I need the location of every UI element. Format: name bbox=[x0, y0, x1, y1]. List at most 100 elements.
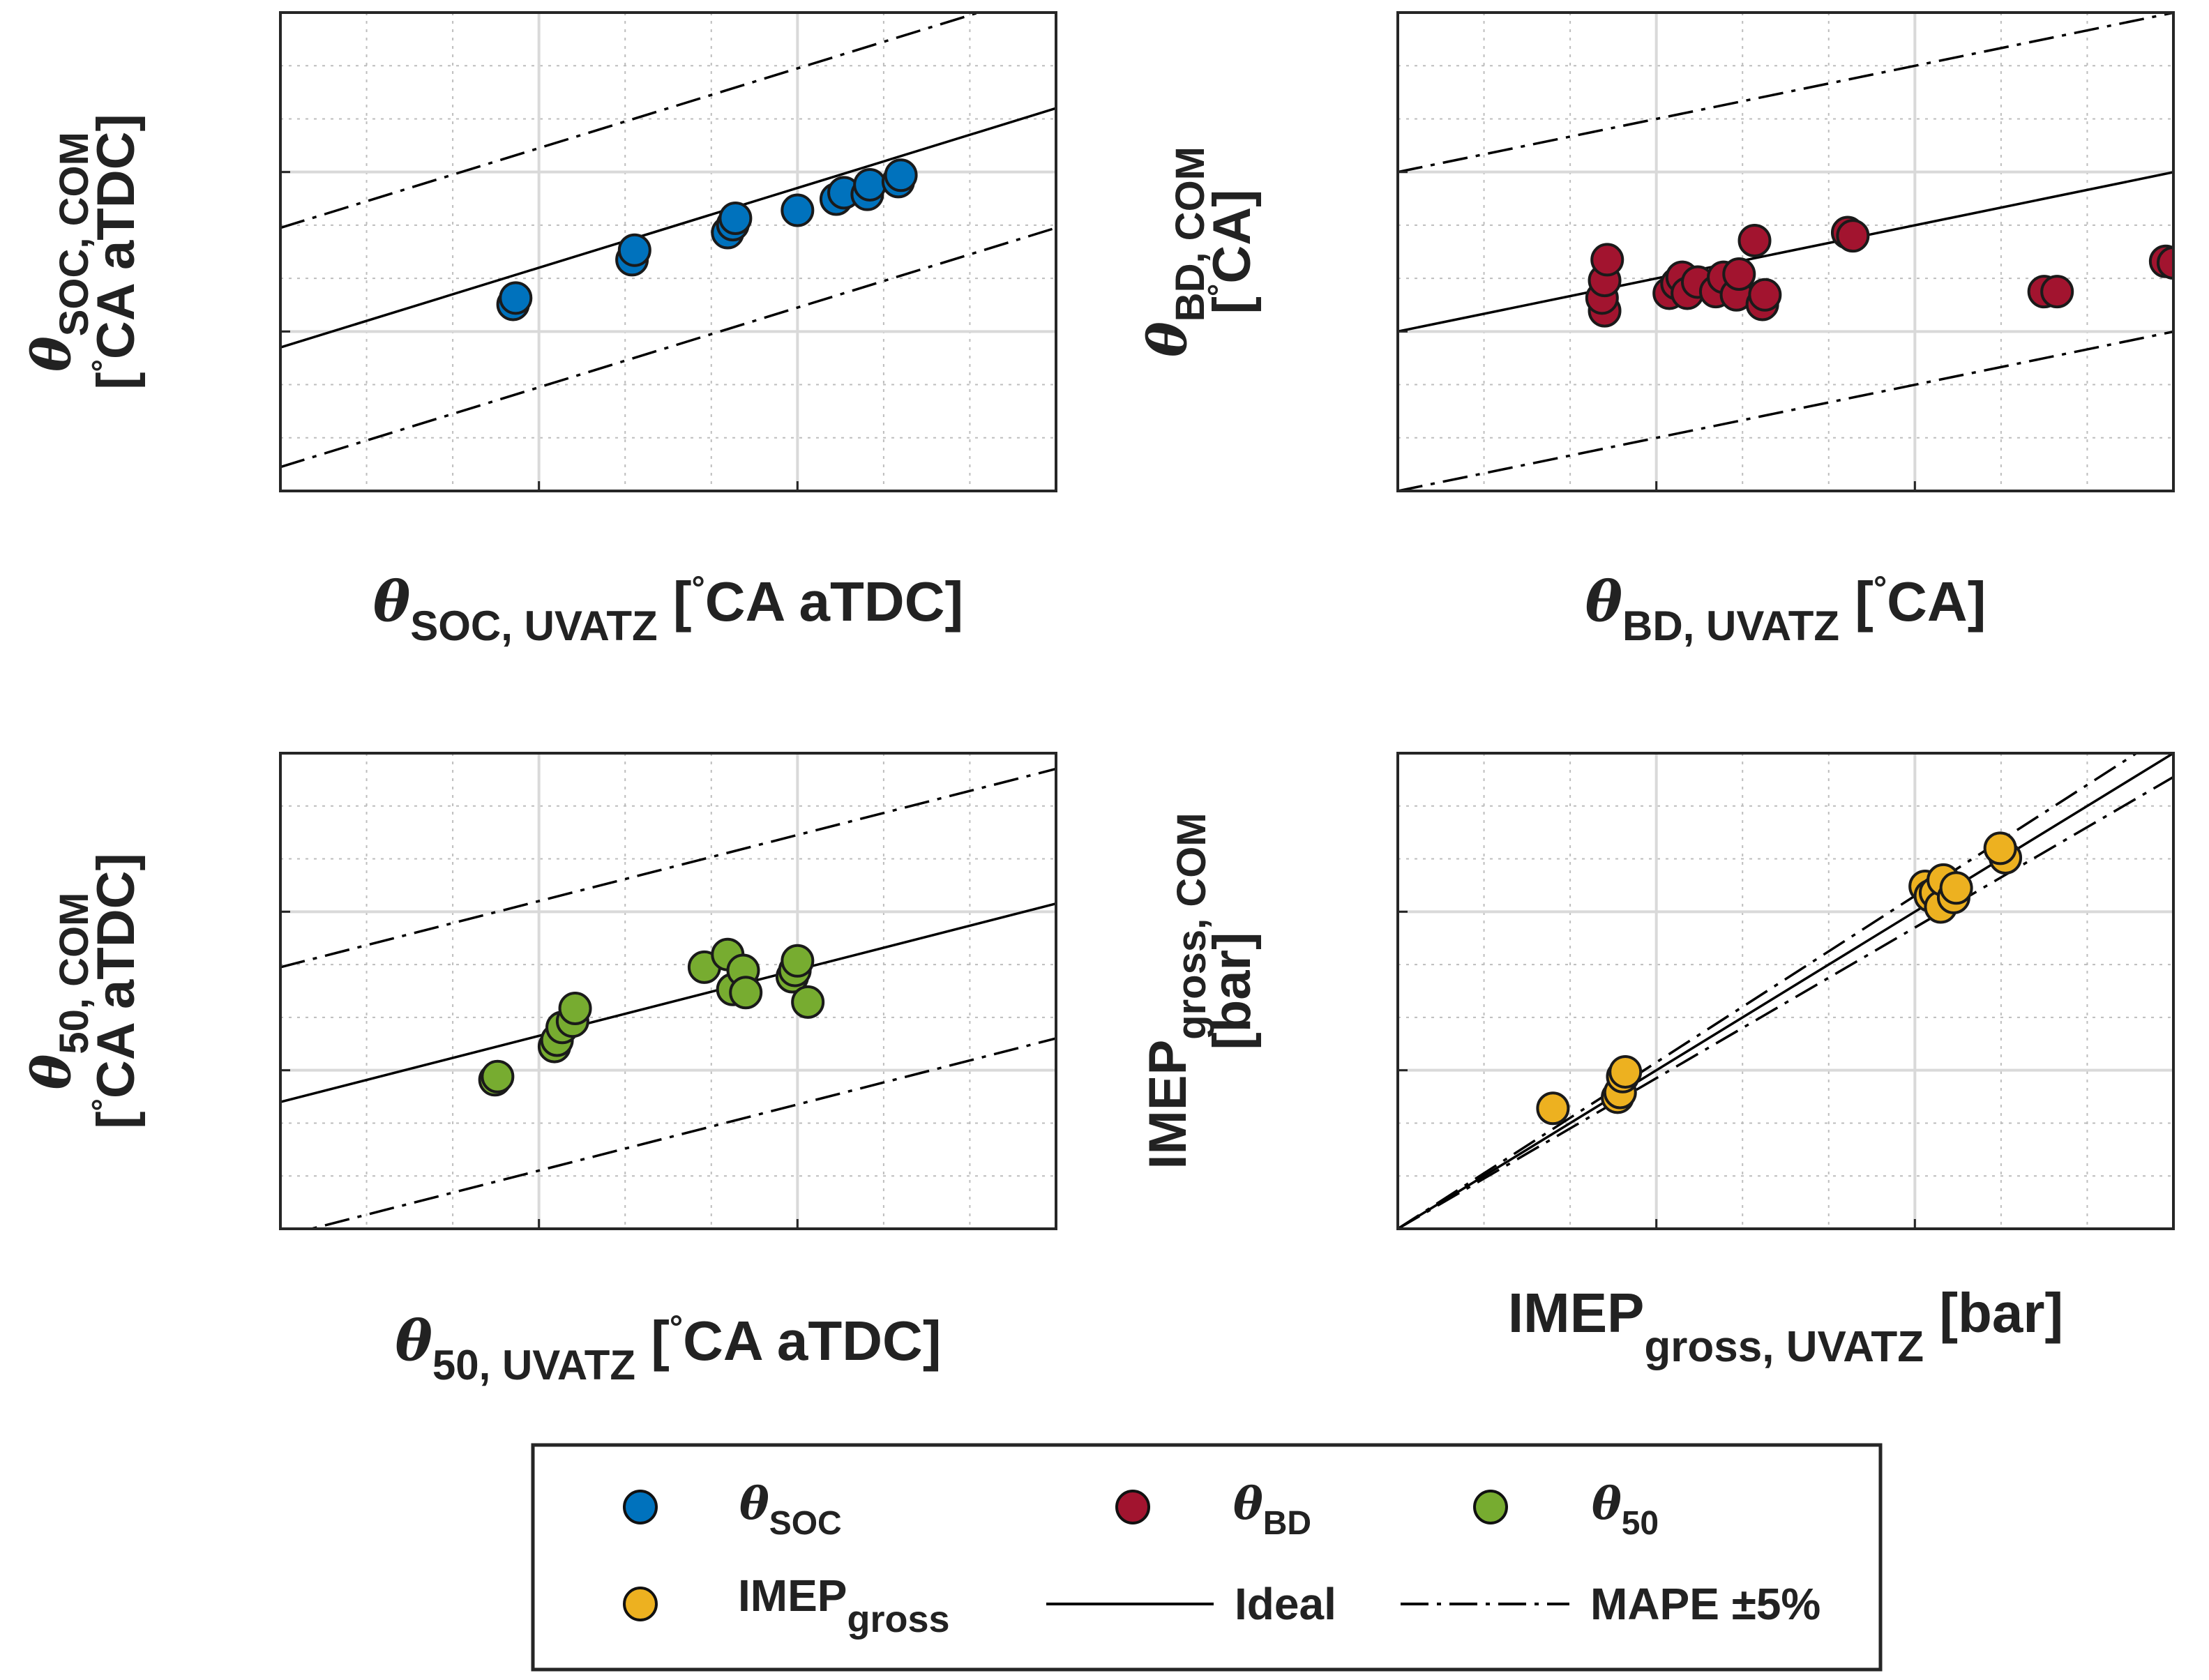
axes-frame bbox=[279, 11, 1057, 492]
legend-label-soc-subscript: SOC bbox=[769, 1505, 842, 1542]
legend-label-imep-subscript: gross bbox=[847, 1598, 949, 1640]
x-axis-label-symbol: θ bbox=[1585, 568, 1623, 634]
legend-label-p50: θ50 bbox=[1592, 1478, 1659, 1542]
legend-box bbox=[531, 1443, 1883, 1672]
x-axis-label-subscript: BD, UVATZ bbox=[1622, 603, 1839, 649]
chart-panel-imep: IMEPgross, UVATZ [bar]IMEPgross, COM[bar… bbox=[1138, 752, 2175, 1371]
legend-entry-imep: IMEPgross bbox=[623, 1571, 950, 1640]
axes-frame bbox=[1396, 11, 2175, 492]
data-point bbox=[781, 193, 815, 227]
y-axis-label-degree: ° bbox=[1201, 284, 1237, 296]
data-point bbox=[617, 233, 651, 267]
y-axis-label-symbol: θ bbox=[20, 1054, 82, 1089]
legend-entry-bd: θBD bbox=[1115, 1478, 1311, 1542]
reference-lines bbox=[280, 13, 1056, 469]
x-axis-label-unit: [bar] bbox=[1924, 1282, 2063, 1344]
reference-lines bbox=[280, 767, 1056, 1229]
x-axis-label-unit-open: [ bbox=[635, 1310, 670, 1372]
data-point bbox=[1939, 871, 1973, 905]
x-axis-label: θ50, UVATZ [°CA aTDC] bbox=[395, 1308, 942, 1388]
x-axis-label-main: IMEP bbox=[1508, 1282, 1645, 1344]
y-axis-label-line1: θBD, COM bbox=[1136, 146, 1213, 357]
data-points bbox=[478, 937, 825, 1097]
data-point bbox=[1983, 831, 2017, 865]
data-point bbox=[481, 1059, 515, 1093]
legend-label-bd-subscript: BD bbox=[1263, 1505, 1311, 1542]
data-point bbox=[781, 944, 815, 978]
axes-frame bbox=[1396, 752, 2175, 1230]
y-axis-label-subscript: SOC, COM bbox=[52, 132, 97, 336]
y-axis-label-line2: [°CA aTDC] bbox=[85, 853, 146, 1129]
legend-label-mape: MAPE ±5% bbox=[1590, 1579, 1820, 1629]
y-axis-label-unit: CA aTDC] bbox=[86, 114, 146, 359]
y-axis-label-unit: [bar] bbox=[1202, 932, 1262, 1050]
legend-marker-imep bbox=[623, 1587, 658, 1621]
x-axis-label-degree: ° bbox=[1873, 570, 1887, 607]
x-axis-label: IMEPgross, UVATZ [bar] bbox=[1508, 1282, 2063, 1371]
mape-lower-line bbox=[1398, 775, 2173, 1229]
mape-upper-line bbox=[1398, 13, 2173, 174]
y-axis-label-unit: CA] bbox=[1202, 190, 1262, 284]
ideal-line bbox=[1398, 171, 2173, 333]
data-point bbox=[499, 281, 533, 315]
y-axis-label-line1: IMEPgross, COM bbox=[1138, 812, 1214, 1169]
x-axis-label-unit-open: [ bbox=[658, 570, 692, 633]
x-axis-label: θSOC, UVATZ [°CA aTDC] bbox=[373, 568, 963, 649]
legend-entry-p50: θ50 bbox=[1473, 1478, 1659, 1542]
x-axis-label: θBD, UVATZ [°CA] bbox=[1585, 568, 1986, 649]
y-axis-label-symbol: θ bbox=[20, 336, 82, 372]
x-axis-label-degree: ° bbox=[670, 1310, 683, 1347]
ideal-line bbox=[280, 902, 1056, 1103]
mape-upper-line bbox=[280, 767, 1056, 969]
mape-lower-line bbox=[1398, 330, 2173, 491]
x-axis-label-unit-open: [ bbox=[1839, 570, 1873, 633]
x-axis-label-unit: CA aTDC] bbox=[683, 1310, 941, 1372]
y-axis-label: θBD, COM[°CA] bbox=[1136, 146, 1262, 357]
y-axis-label-symbol: θ bbox=[1136, 321, 1198, 357]
legend-entry-ideal: Ideal bbox=[1046, 1579, 1336, 1629]
legend-label-p50-symbol: θ bbox=[1592, 1478, 1622, 1530]
y-axis-label-unit-open: [ bbox=[86, 372, 146, 389]
legend-entry-soc: θSOC bbox=[623, 1478, 842, 1542]
y-axis-label-line1: θSOC, COM bbox=[20, 132, 97, 372]
y-axis-label-main: IMEP bbox=[1138, 1040, 1198, 1170]
data-point bbox=[1590, 243, 1624, 277]
data-point bbox=[729, 976, 763, 1010]
legend-label-bd: θBD bbox=[1233, 1478, 1311, 1542]
mape-upper-line bbox=[1398, 753, 2139, 1229]
chart-panel-bd: θBD, UVATZ [°CA]θBD, COM[°CA] bbox=[1136, 11, 2175, 649]
data-point bbox=[718, 201, 753, 235]
data-point bbox=[1748, 278, 1782, 312]
data-point bbox=[884, 158, 918, 192]
y-axis-label-subscript: gross, COM bbox=[1169, 812, 1214, 1040]
data-point bbox=[1836, 219, 1870, 253]
legend-label-imep-main: IMEP bbox=[738, 1571, 847, 1621]
y-axis-label-unit: CA aTDC] bbox=[86, 853, 146, 1098]
data-points bbox=[1536, 831, 2023, 1126]
data-point bbox=[558, 992, 592, 1026]
data-points bbox=[1585, 215, 2173, 328]
y-axis-label-line2: [°CA aTDC] bbox=[85, 114, 146, 390]
x-axis-label-degree: ° bbox=[692, 570, 705, 607]
reference-lines bbox=[1398, 753, 2173, 1229]
x-axis-label-symbol: θ bbox=[395, 1308, 433, 1373]
legend-label-soc-symbol: θ bbox=[739, 1478, 769, 1530]
chart-panel-soc: θSOC, UVATZ [°CA aTDC]θSOC, COM[°CA aTDC… bbox=[20, 11, 1057, 649]
legend-label-bd-symbol: θ bbox=[1233, 1478, 1263, 1530]
data-point bbox=[1722, 257, 1756, 292]
data-point bbox=[853, 167, 887, 202]
x-axis-label-subscript: 50, UVATZ bbox=[432, 1342, 635, 1388]
plot-area bbox=[280, 13, 1056, 491]
y-axis-label-line2: [bar] bbox=[1202, 932, 1262, 1050]
data-points bbox=[496, 158, 918, 321]
x-axis-label-subscript: gross, UVATZ bbox=[1644, 1323, 1924, 1371]
y-axis-label-degree: ° bbox=[85, 1098, 121, 1111]
axes-frame bbox=[279, 752, 1057, 1230]
y-axis-label: IMEPgross, COM[bar] bbox=[1138, 812, 1262, 1169]
data-point bbox=[1536, 1091, 1570, 1126]
data-point bbox=[791, 985, 825, 1019]
reference-lines bbox=[1398, 13, 2173, 491]
x-axis-label-symbol: θ bbox=[373, 568, 411, 634]
plot-area bbox=[280, 753, 1056, 1229]
